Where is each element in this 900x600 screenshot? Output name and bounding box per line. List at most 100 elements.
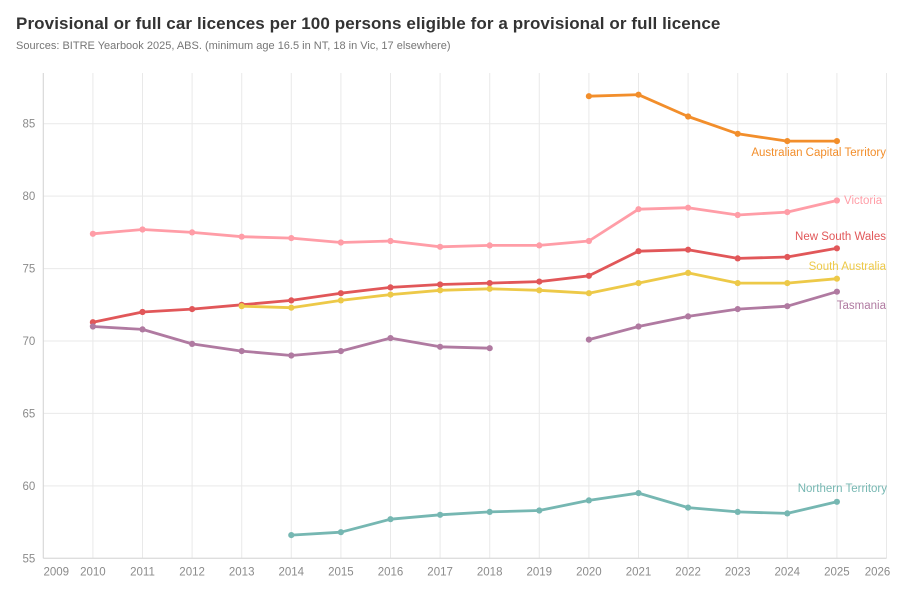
data-point-tasmania-2021[interactable] [635,323,642,330]
data-point-tasmania-2022[interactable] [685,313,692,320]
series-label-south-australia: South Australia [809,261,887,273]
data-point-tasmania-2011[interactable] [139,326,146,333]
data-point-new-south-wales-2011[interactable] [139,308,146,316]
data-point-victoria-2019[interactable] [536,242,543,249]
data-point-tasmania-2014[interactable] [288,352,295,359]
data-point-new-south-wales-2021[interactable] [635,248,642,255]
data-point-new-south-wales-2025[interactable] [833,245,841,252]
data-point-south-australia-2023[interactable] [734,280,741,287]
x-tick-label: 2016 [378,566,404,578]
series-line-new-south-wales[interactable] [91,246,839,324]
series-line-northern-territory[interactable] [289,491,839,537]
data-point-tasmania-2017[interactable] [437,343,444,350]
data-point-northern-territory-2014[interactable] [288,532,295,539]
data-point-south-australia-2016[interactable] [387,291,394,298]
data-point-tasmania-2010[interactable] [89,323,96,330]
data-point-northern-territory-2022[interactable] [685,504,692,511]
series-line-australian-capital-territory[interactable] [587,93,839,143]
series-line-victoria[interactable] [91,199,839,249]
data-point-australian-capital-territory-2021[interactable] [635,91,642,98]
data-point-new-south-wales-2023[interactable] [734,255,741,262]
data-point-victoria-2017[interactable] [437,243,444,250]
data-point-south-australia-2018[interactable] [486,285,493,292]
y-tick-label: 70 [23,336,36,348]
data-point-south-australia-2025[interactable] [833,275,841,282]
y-tick-label: 60 [23,481,36,493]
data-point-new-south-wales-2024[interactable] [784,253,791,261]
y-tick-label: 85 [23,119,36,131]
data-point-south-australia-2022[interactable] [685,269,692,276]
data-point-south-australia-2014[interactable] [288,304,295,311]
data-point-new-south-wales-2017[interactable] [437,281,444,288]
data-point-new-south-wales-2018[interactable] [486,280,493,287]
x-tick-label: 2022 [675,566,701,578]
data-point-northern-territory-2024[interactable] [784,510,791,517]
data-point-tasmania-2025[interactable] [833,288,841,295]
data-point-tasmania-2015[interactable] [337,348,344,355]
data-point-new-south-wales-2015[interactable] [337,290,344,297]
data-point-south-australia-2013[interactable] [238,303,245,310]
data-point-victoria-2011[interactable] [139,226,146,233]
x-tick-label: 2023 [725,566,751,578]
data-point-northern-territory-2016[interactable] [387,516,394,523]
y-tick-label: 80 [23,191,36,203]
data-point-south-australia-2017[interactable] [437,287,444,294]
data-point-new-south-wales-2019[interactable] [536,278,543,285]
data-point-new-south-wales-2012[interactable] [189,306,196,313]
data-point-victoria-2010[interactable] [89,230,96,237]
data-point-new-south-wales-2014[interactable] [288,297,295,304]
data-point-northern-territory-2018[interactable] [486,508,493,515]
x-tick-label: 2021 [626,566,652,578]
data-point-australian-capital-territory-2025[interactable] [833,138,841,145]
x-tick-label: 2020 [576,566,602,578]
data-point-tasmania-2018[interactable] [486,345,493,352]
data-point-northern-territory-2021[interactable] [635,490,642,497]
data-point-victoria-2022[interactable] [685,204,692,211]
data-point-victoria-2015[interactable] [337,239,344,246]
data-point-south-australia-2024[interactable] [784,280,791,287]
data-point-new-south-wales-2010[interactable] [89,319,96,326]
data-point-tasmania-2013[interactable] [238,348,245,355]
data-point-south-australia-2015[interactable] [337,297,344,304]
data-point-new-south-wales-2016[interactable] [387,284,394,291]
data-point-victoria-2014[interactable] [288,235,295,242]
series-line-tasmania[interactable] [587,290,839,342]
x-axis: 2009 2010 2011 2012 2013 2014 2015 2016 2017 2018… [42,73,890,578]
data-point-victoria-2021[interactable] [635,206,642,213]
y-tick-label: 65 [23,408,36,420]
data-point-south-australia-2020[interactable] [585,290,593,297]
data-point-tasmania-2012[interactable] [189,340,196,347]
data-point-victoria-2025[interactable] [833,197,841,204]
y-tick-label: 75 [23,264,36,276]
data-point-northern-territory-2015[interactable] [337,529,344,536]
data-point-victoria-2012[interactable] [189,229,196,236]
data-point-australian-capital-territory-2022[interactable] [685,113,692,120]
data-point-south-australia-2021[interactable] [635,280,642,287]
data-point-tasmania-2023[interactable] [734,306,741,313]
data-point-northern-territory-2025[interactable] [833,498,841,505]
data-point-northern-territory-2017[interactable] [437,511,444,518]
data-point-new-south-wales-2022[interactable] [685,246,692,253]
series-label-new-south-wales: New South Wales [795,231,886,243]
data-point-victoria-2024[interactable] [784,209,791,216]
data-point-victoria-2013[interactable] [238,233,245,240]
data-point-south-australia-2019[interactable] [536,287,543,294]
data-point-northern-territory-2023[interactable] [734,508,741,515]
data-point-northern-territory-2020[interactable] [585,497,593,504]
data-point-tasmania-2016[interactable] [387,335,394,342]
data-point-australian-capital-territory-2024[interactable] [784,138,791,145]
series-label-tasmania: Tasmania [837,300,887,312]
data-point-victoria-2020[interactable] [585,237,593,245]
data-point-tasmania-2020[interactable] [585,336,593,343]
data-point-tasmania-2024[interactable] [784,303,791,310]
data-point-victoria-2018[interactable] [486,242,493,249]
data-point-northern-territory-2019[interactable] [536,507,543,514]
data-point-australian-capital-territory-2023[interactable] [734,130,741,137]
data-point-victoria-2023[interactable] [734,211,741,219]
data-point-victoria-2016[interactable] [387,237,394,245]
data-point-new-south-wales-2020[interactable] [585,272,593,279]
series-label-australian-capital-territory: Australian Capital Territory [751,147,886,159]
data-point-australian-capital-territory-2020[interactable] [585,93,593,100]
